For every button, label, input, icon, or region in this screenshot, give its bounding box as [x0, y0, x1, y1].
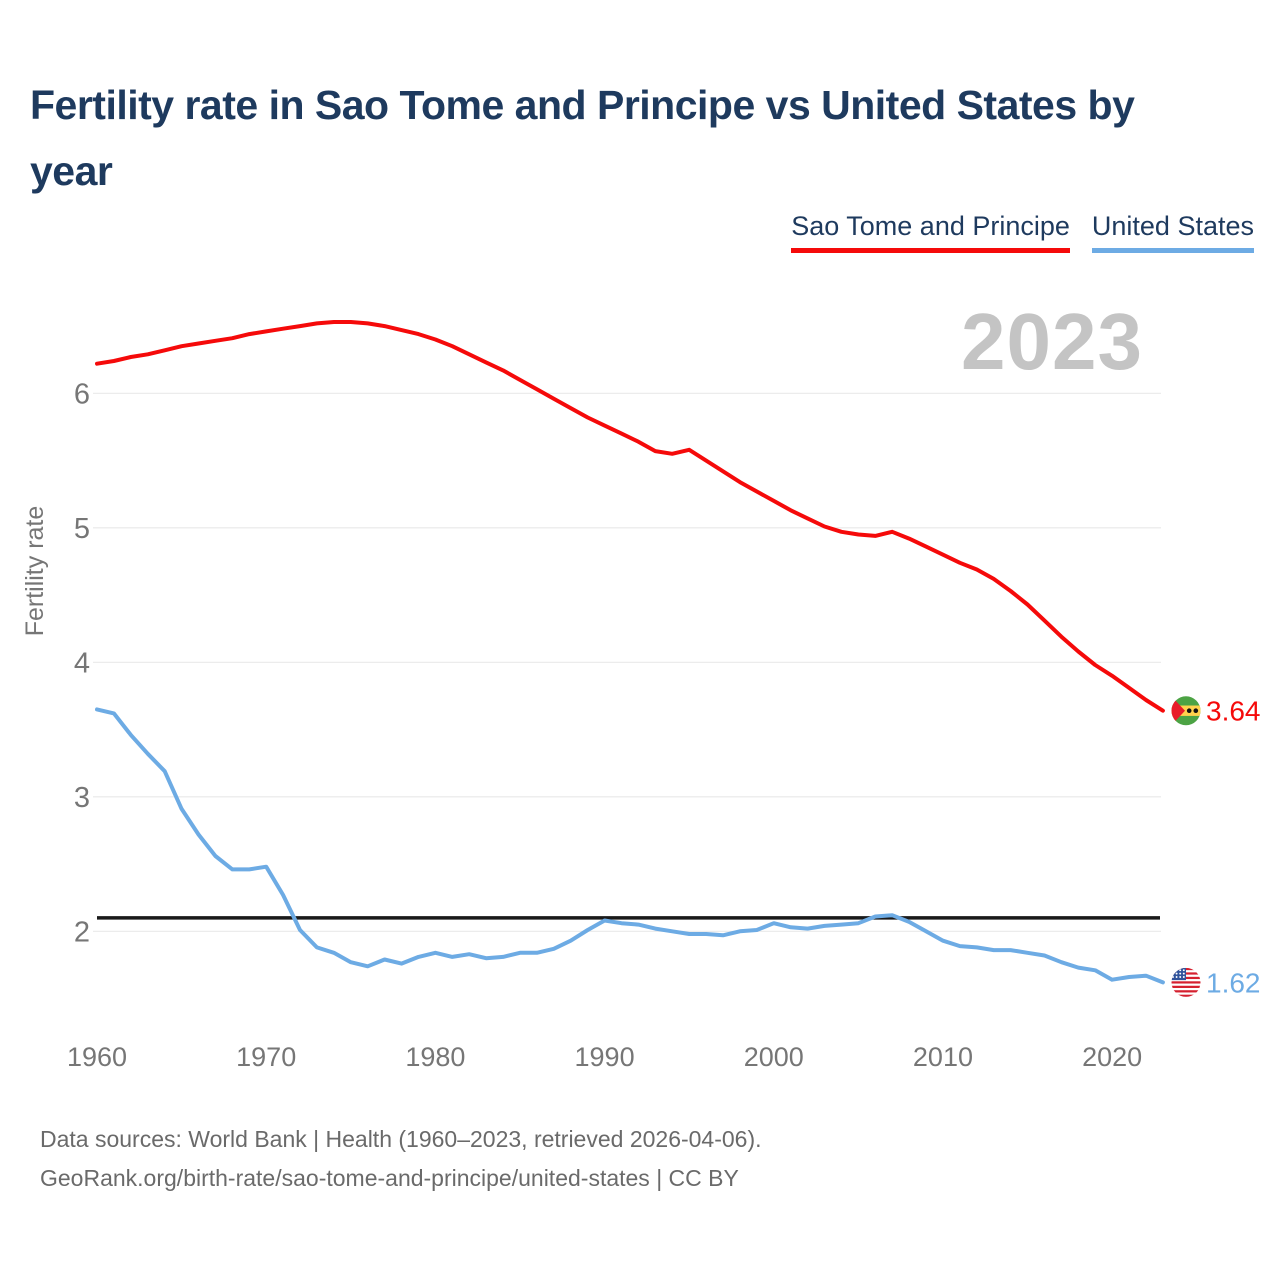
end-value-label-sao-tome-and-principe: 3.64 [1206, 696, 1261, 727]
legend-label: Sao Tome and Principe [791, 211, 1070, 241]
y-tick-label: 5 [74, 513, 90, 545]
x-tick-label: 1990 [575, 1042, 635, 1072]
y-tick-label: 2 [74, 916, 90, 948]
x-tick-label: 1980 [405, 1042, 465, 1072]
data-sources-text: Data sources: World Bank | Health (1960–… [40, 1126, 762, 1152]
series-line-sao-tome-and-principe [95, 320, 1165, 713]
y-axis-title: Fertility rate [21, 506, 49, 637]
x-tick-label: 2010 [913, 1042, 973, 1072]
y-tick-label: 4 [74, 647, 90, 679]
series-line-united-states [95, 707, 1165, 985]
x-tick-label: 1970 [236, 1042, 296, 1072]
attribution-text: GeoRank.org/birth-rate/sao-tome-and-prin… [40, 1165, 739, 1191]
legend-item-sao-tome-and-principe[interactable]: Sao Tome and Principe [791, 211, 1070, 253]
y-tick-label: 3 [74, 782, 90, 814]
year-watermark: 2023 [961, 297, 1143, 386]
legend-item-united-states[interactable]: United States [1091, 211, 1254, 253]
x-tick-label: 2000 [744, 1042, 804, 1072]
sao-tome-and-principe-flag-icon [1171, 696, 1201, 726]
end-value-label-united-states: 1.62 [1206, 967, 1261, 998]
page-title-line-2: year [30, 148, 113, 194]
y-tick-label: 6 [74, 378, 90, 410]
x-tick-label: 1960 [67, 1042, 127, 1072]
legend: Sao Tome and Principe United States [791, 211, 1254, 253]
page-title: Fertility rate in Sao Tome and Principe … [30, 72, 1265, 204]
united-states-flag-icon [1171, 967, 1201, 997]
x-tick-label: 2020 [1082, 1042, 1142, 1072]
legend-label: United States [1091, 211, 1254, 241]
page-title-line-1: Fertility rate in Sao Tome and Principe … [30, 82, 1135, 128]
footer: Data sources: World Bank | Health (1960–… [40, 1120, 762, 1198]
